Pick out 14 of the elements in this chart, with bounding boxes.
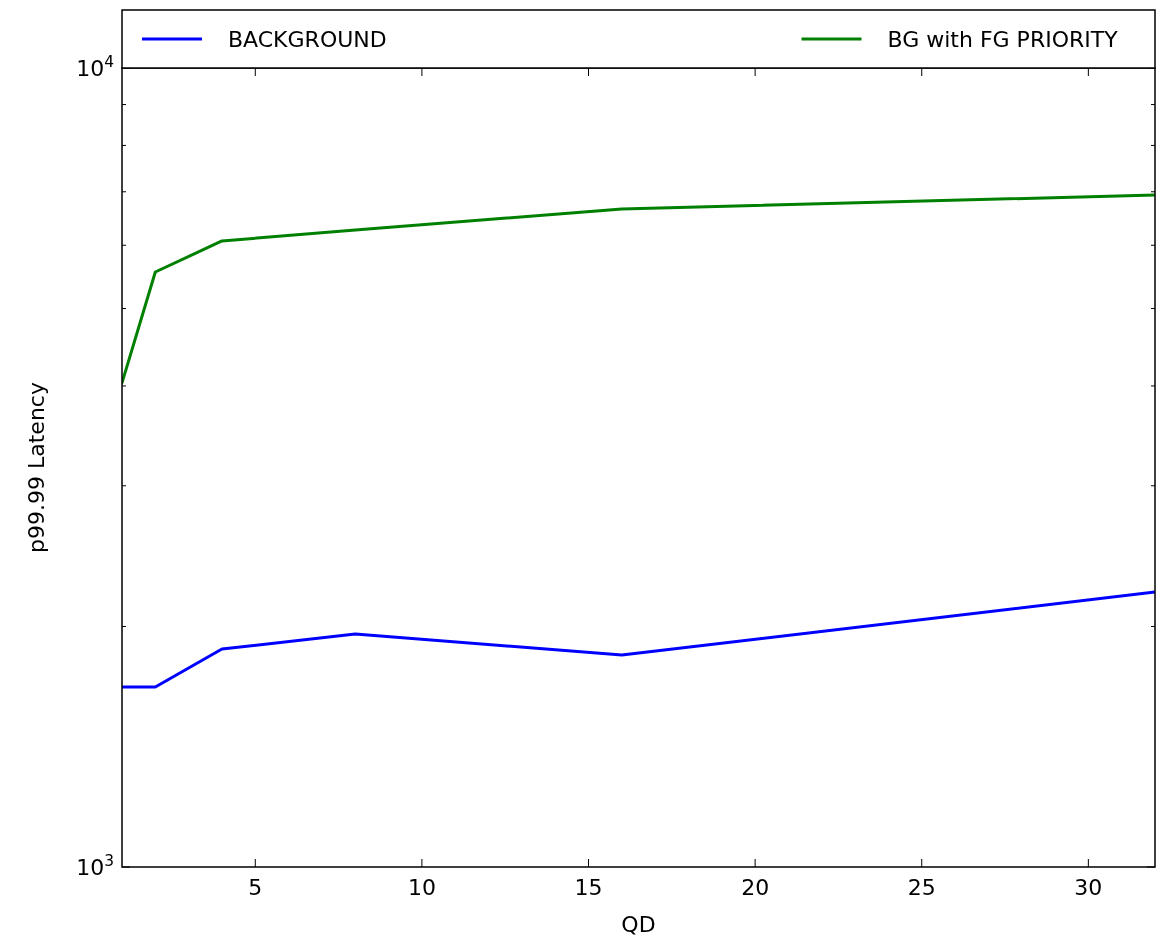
y-tick-label: 10$^{4}$	[76, 52, 114, 81]
y-axis-title: p99.99 Latency	[24, 382, 49, 553]
x-tick-label: 5	[248, 875, 263, 900]
line-series	[122, 590, 1155, 689]
x-tick-label: 25	[907, 875, 936, 900]
x-tick-label: 30	[1074, 875, 1103, 900]
line-series	[122, 193, 1155, 385]
legend-label: BG with FG PRIORITY	[887, 26, 1119, 52]
x-axis-title: QD	[621, 912, 656, 937]
x-tick-label: 20	[741, 875, 770, 900]
x-tick-label: 10	[407, 875, 436, 900]
x-tick-label: 15	[574, 875, 603, 900]
y-tick-label: 10$^{3}$	[76, 851, 114, 880]
legend-label: BACKGROUND	[228, 26, 387, 52]
